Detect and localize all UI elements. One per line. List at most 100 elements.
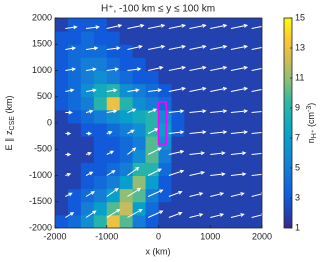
heat-cell (119, 31, 134, 45)
flow-arrow (189, 65, 207, 71)
heat-cell (132, 18, 147, 32)
flow-arrow (148, 44, 166, 50)
heat-cell (223, 162, 237, 176)
flow-arrow (127, 88, 140, 93)
heat-cell (249, 96, 262, 111)
heat-cell (67, 44, 82, 58)
x-axis-label: x (km) (146, 246, 171, 256)
flow-arrow (106, 46, 121, 51)
heat-cell (93, 123, 108, 137)
heat-cell (210, 162, 224, 176)
heat-cell (93, 214, 108, 228)
heat-cell (80, 18, 95, 32)
heat-cell (67, 214, 82, 228)
heat-cell (80, 214, 95, 228)
heat-cell (184, 70, 198, 85)
heat-cell (132, 57, 147, 71)
heat-cell (197, 31, 211, 45)
heat-cell (67, 136, 82, 150)
heat-cell (145, 31, 159, 45)
colorbar-tick-label: 7 (295, 132, 300, 142)
flow-arrow (65, 212, 75, 218)
colorbar-tick-label: 3 (295, 192, 300, 202)
heat-cell (80, 149, 95, 163)
heat-cell (158, 214, 172, 228)
heat-cell (67, 188, 82, 203)
heat-cell (119, 18, 134, 32)
heat-cell (249, 201, 262, 216)
heat-cell (171, 44, 185, 58)
heat-cell (184, 149, 198, 163)
heat-cell (171, 188, 185, 203)
heat-cell (197, 57, 211, 71)
flow-arrow (86, 131, 92, 136)
heat-cell (158, 149, 172, 163)
heat-cell (223, 123, 237, 137)
flow-arrow (251, 46, 262, 50)
heat-cell (223, 44, 237, 58)
heat-cell (236, 136, 250, 150)
heat-cell (55, 149, 69, 163)
flow-arrow (230, 130, 249, 135)
heat-cell (119, 162, 134, 176)
heat-cell (119, 83, 134, 98)
chart-title: H⁺, -100 km ≤ y ≤ 100 km (101, 4, 215, 15)
heat-cell (80, 123, 95, 137)
heat-cell (145, 201, 159, 216)
heat-cell (106, 31, 121, 45)
heat-cell (158, 188, 172, 203)
heat-cell (249, 136, 262, 150)
heat-cell (145, 18, 159, 32)
heat-cell (223, 136, 237, 150)
heat-cell (55, 175, 69, 190)
heat-cell (132, 149, 147, 163)
heat-cell (158, 109, 172, 124)
heat-cell (171, 201, 185, 216)
heat-cell (158, 123, 172, 137)
y-tick-label: -1500 (29, 196, 52, 206)
heat-cell (93, 109, 108, 124)
flow-arrow (85, 25, 100, 30)
heat-cell (249, 70, 262, 85)
flow-arrow (106, 150, 115, 155)
flow-arrow (65, 25, 78, 30)
heat-cell (106, 44, 121, 58)
flow-arrow (127, 147, 137, 155)
heat-cell (132, 44, 147, 58)
flow-arrow (251, 131, 262, 134)
heat-cell (55, 109, 69, 124)
heat-cell (197, 188, 211, 203)
heat-cell (93, 162, 108, 176)
heat-cell (93, 188, 108, 203)
heat-cell (210, 96, 224, 111)
heat-cell (210, 57, 224, 71)
heat-cell (119, 188, 134, 203)
heat-cell (210, 18, 224, 32)
heat-cell (184, 57, 198, 71)
heat-cell (197, 201, 211, 216)
heat-cell (80, 136, 95, 150)
heat-cell (197, 96, 211, 111)
heat-cell (119, 214, 134, 228)
heat-cell (223, 149, 237, 163)
heat-cell (171, 109, 185, 124)
heat-cell (249, 149, 262, 163)
heat-cell (184, 44, 198, 58)
y-label-main: E ∥ z (4, 130, 14, 151)
heat-cell (106, 96, 121, 111)
x-tick-label: 1000 (200, 231, 220, 241)
heat-cell (158, 83, 172, 98)
y-tick-label: -2000 (29, 222, 52, 232)
heat-cell (158, 162, 172, 176)
heat-cell (236, 123, 250, 137)
flow-arrow (251, 173, 262, 176)
heat-cell (145, 214, 159, 228)
heat-cell (197, 162, 211, 176)
cb-label-exp: -3 (306, 106, 313, 112)
heat-cell (171, 136, 185, 150)
heat-cell (106, 162, 121, 176)
flow-arrow (147, 189, 164, 197)
flow-arrow (189, 86, 207, 92)
heat-cell (93, 44, 108, 58)
heat-cell (210, 44, 224, 58)
